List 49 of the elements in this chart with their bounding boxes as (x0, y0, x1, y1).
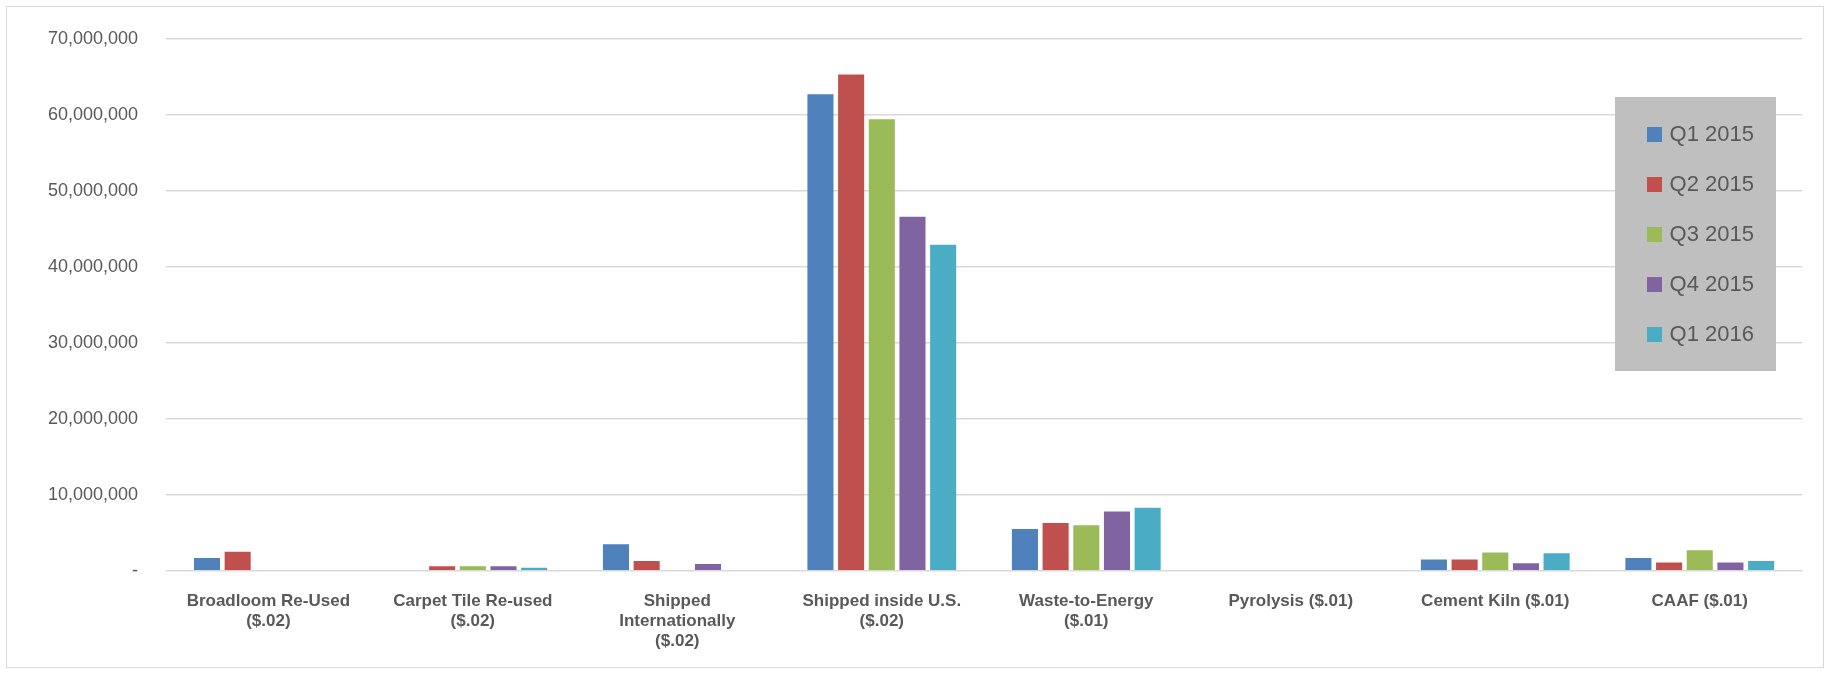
bar (1073, 525, 1100, 571)
x-tick-label: Carpet Tile Re-used ($.02) (393, 590, 553, 631)
legend-label: Q1 2015 (1669, 121, 1754, 147)
legend-label: Q3 2015 (1669, 221, 1754, 247)
bar (1686, 550, 1713, 571)
bar (1625, 557, 1652, 571)
y-tick-label: 50,000,000 (47, 179, 139, 200)
y-tick-label: 60,000,000 (47, 103, 139, 124)
bar (224, 551, 251, 571)
bar (633, 560, 660, 571)
x-tick-label: Shipped Internationally ($.02) (619, 590, 736, 651)
bar (602, 544, 629, 571)
y-tick-label: 20,000,000 (47, 407, 139, 428)
bar (490, 566, 517, 571)
bar (1656, 562, 1683, 571)
bar (1512, 563, 1539, 571)
x-tick-label: Cement Kiln ($.01) (1421, 590, 1570, 610)
y-tick-label: - (132, 559, 139, 580)
x-tick-label: CAAF ($.01) (1651, 590, 1748, 610)
y-tick-label: 30,000,000 (47, 331, 139, 352)
bar (1042, 522, 1069, 571)
bar (930, 244, 957, 571)
bar (899, 216, 926, 571)
bar (838, 74, 865, 571)
bar (1011, 529, 1038, 571)
legend-label: Q4 2015 (1669, 271, 1754, 297)
legend-label: Q1 2016 (1669, 321, 1754, 347)
y-tick-label: 70,000,000 (47, 27, 139, 48)
bar (1482, 552, 1509, 571)
x-tick-label: Waste-to-Energy ($.01) (1019, 590, 1155, 631)
bar (1451, 559, 1478, 571)
x-tick-label: Broadloom Re-Used ($.02) (186, 590, 351, 631)
bar (1134, 507, 1161, 571)
y-tick-label: 10,000,000 (47, 483, 139, 504)
bar (429, 566, 456, 571)
bar (868, 119, 895, 571)
bar (1420, 559, 1447, 571)
bar (1103, 511, 1130, 571)
bar (694, 563, 722, 571)
bar (807, 94, 834, 571)
bar (1717, 562, 1744, 571)
x-tick-label: Shipped inside U.S. ($.02) (802, 590, 962, 631)
bar (459, 566, 486, 571)
x-tick-label: Pyrolysis ($.01) (1228, 590, 1354, 610)
bar (1748, 560, 1775, 571)
legend-label: Q2 2015 (1669, 171, 1754, 197)
y-tick-label: 40,000,000 (47, 255, 139, 276)
bar (193, 557, 221, 571)
bar (1543, 553, 1570, 571)
